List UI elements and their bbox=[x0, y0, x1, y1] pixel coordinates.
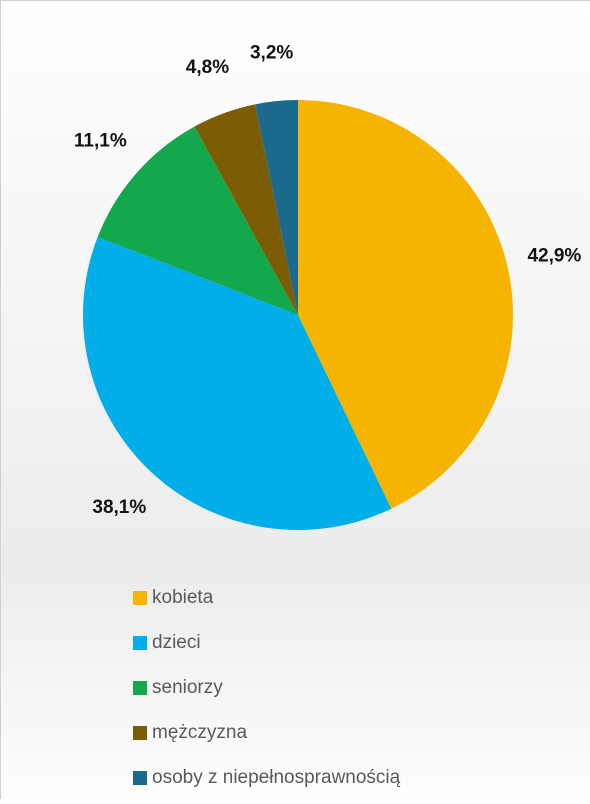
legend-swatch bbox=[133, 726, 147, 740]
data-label: 4,8% bbox=[186, 57, 229, 78]
legend-swatch bbox=[133, 771, 147, 785]
data-label: 42,9% bbox=[527, 245, 581, 266]
legend-label: kobieta bbox=[152, 587, 214, 608]
legend-swatch bbox=[133, 591, 147, 605]
legend-label: osoby z niepełnosprawnością bbox=[152, 767, 401, 788]
legend-swatch bbox=[133, 681, 147, 695]
legend-label: mężczyzna bbox=[152, 722, 247, 743]
data-label: 3,2% bbox=[250, 42, 293, 63]
data-label: 38,1% bbox=[92, 497, 146, 518]
legend-label: seniorzy bbox=[152, 677, 223, 698]
legend-label: dzieci bbox=[152, 632, 201, 653]
data-label: 11,1% bbox=[74, 131, 127, 152]
legend-swatch bbox=[133, 636, 147, 650]
